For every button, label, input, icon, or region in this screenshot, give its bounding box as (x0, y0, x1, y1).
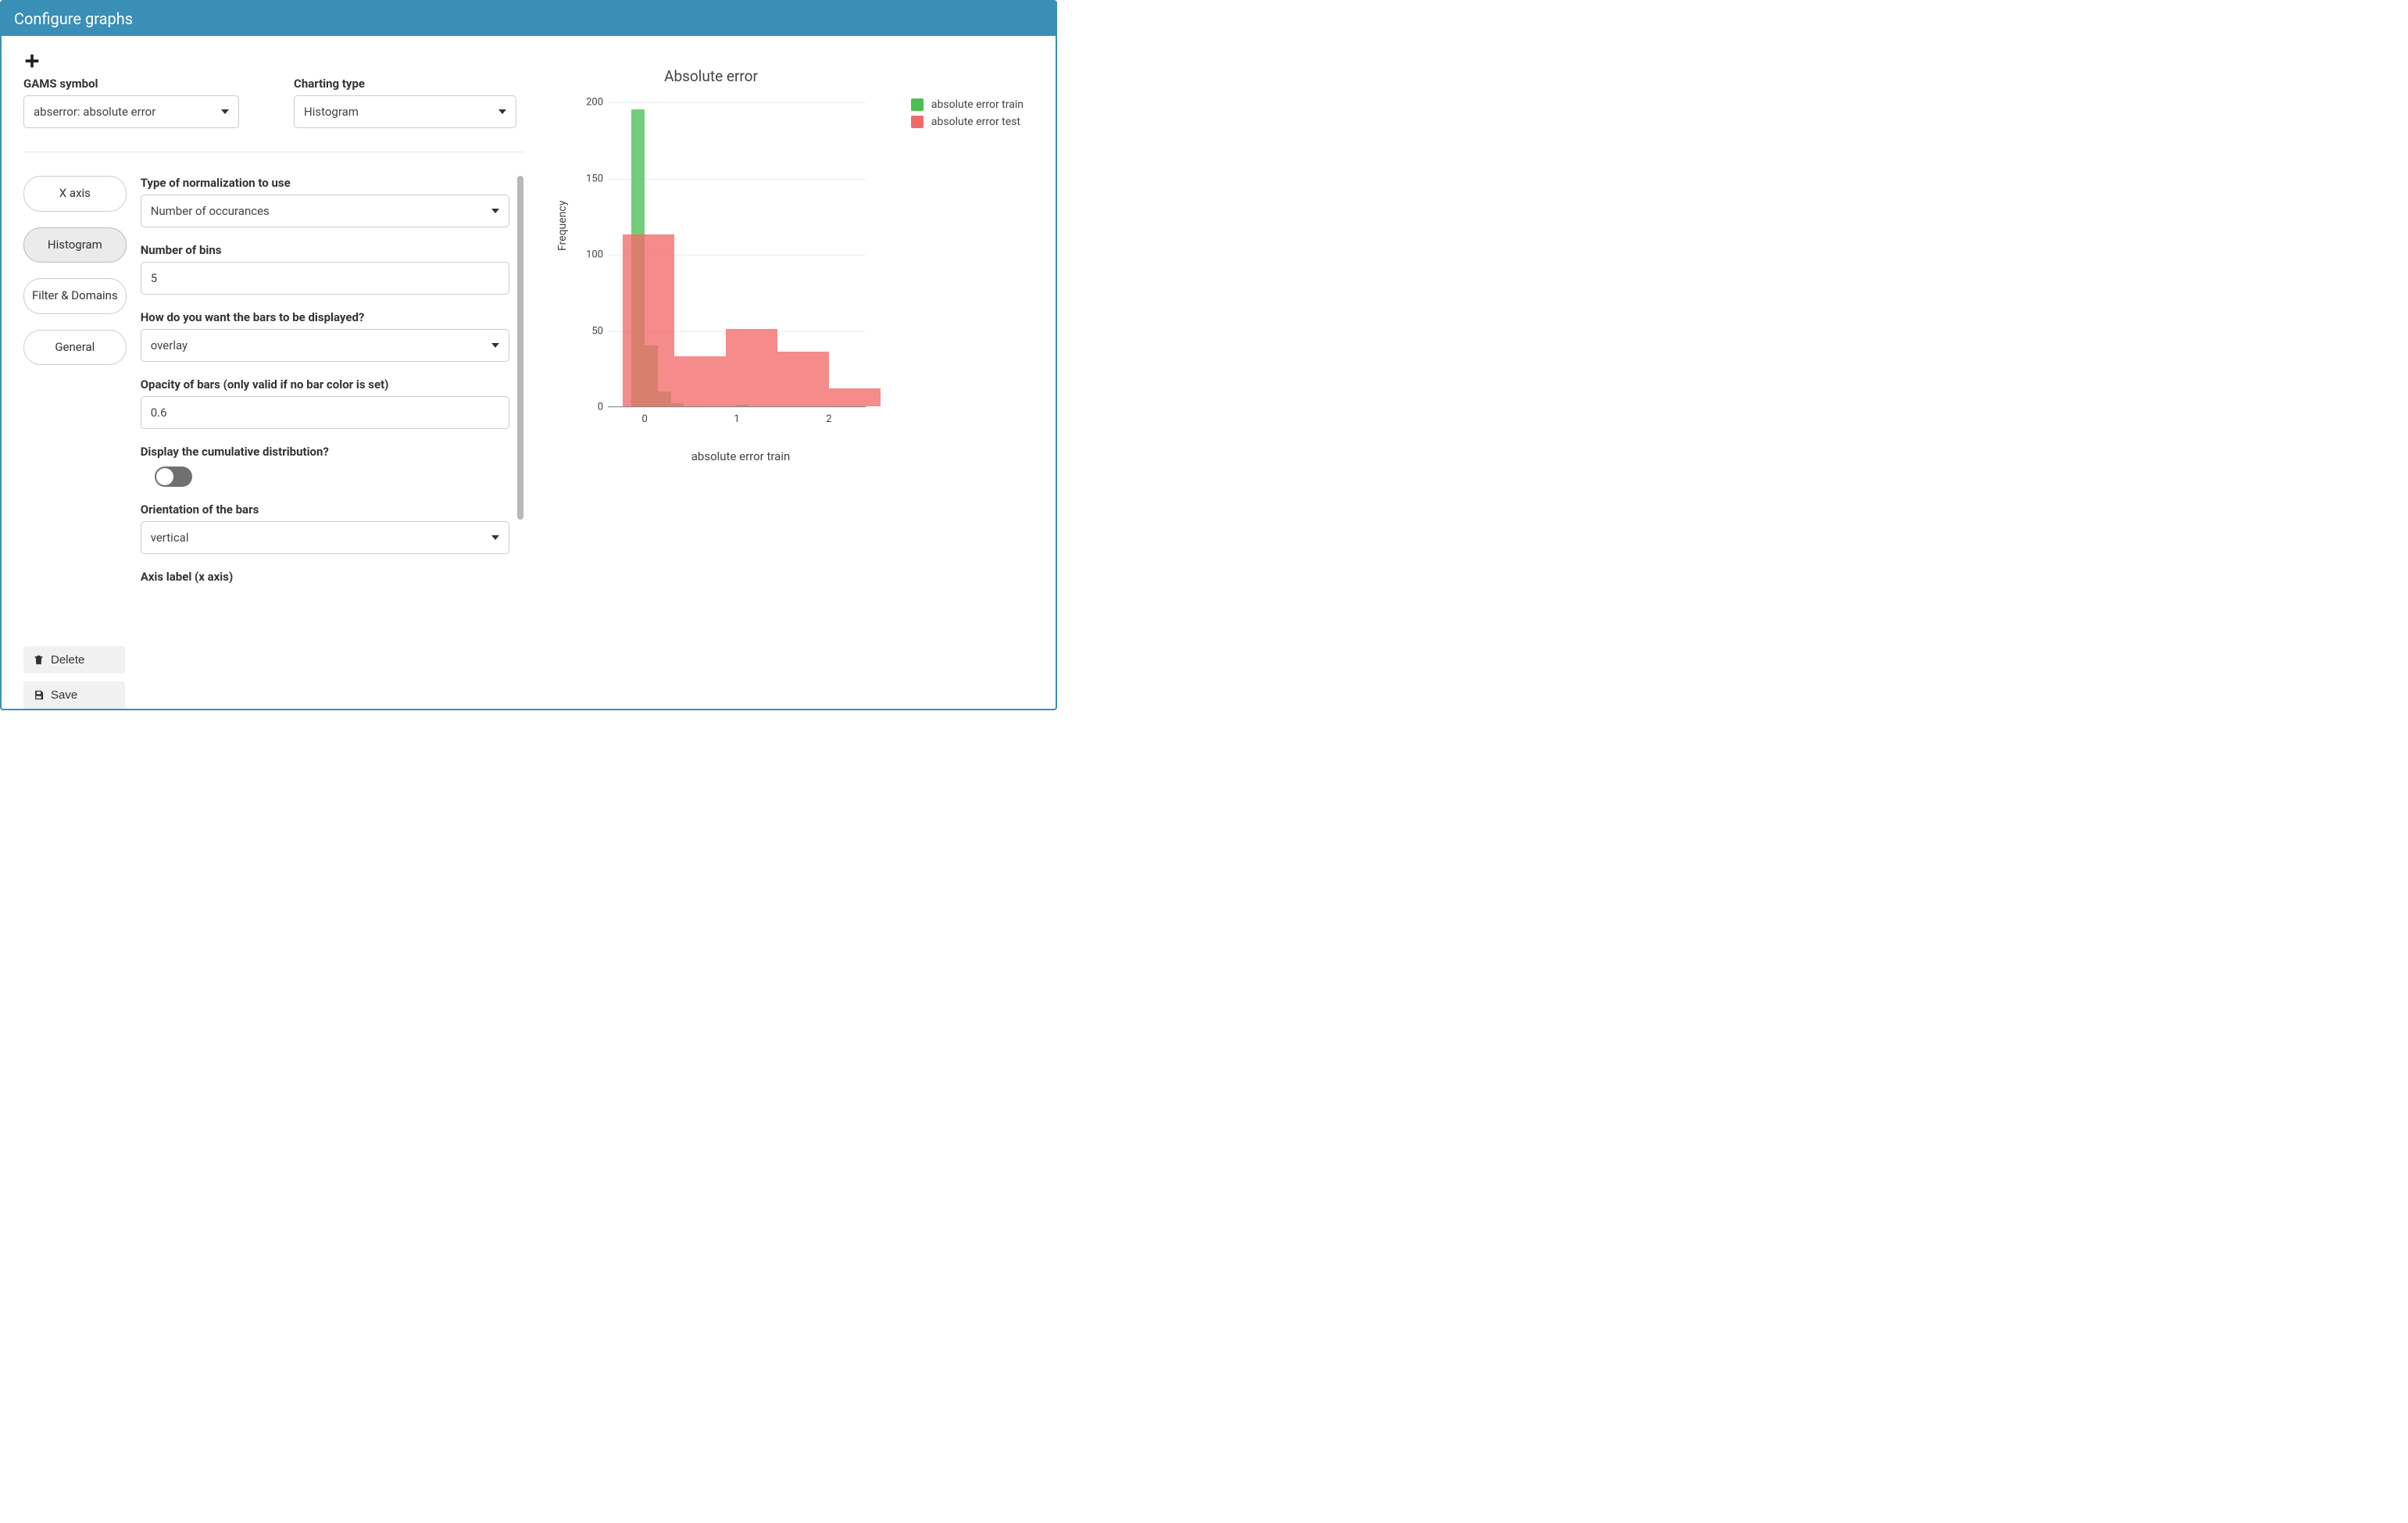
chart-bar (623, 234, 674, 406)
tab-filter-domains[interactable]: Filter & Domains (23, 278, 127, 314)
gams-symbol-value: abserror: absolute error (34, 105, 155, 119)
chart-ytick: 200 (577, 97, 603, 109)
chart-xtick: 2 (826, 413, 831, 425)
chart-bar (777, 352, 829, 406)
chart-plot-area: 050100150200012 (608, 102, 866, 407)
add-graph-button[interactable] (23, 52, 47, 73)
orientation-label: Orientation of the bars (141, 502, 509, 517)
charting-type-value: Histogram (304, 105, 359, 119)
chevron-down-icon (491, 209, 499, 213)
chart-bar (674, 356, 726, 406)
normalization-select[interactable]: Number of occurances (141, 195, 509, 227)
display-mode-select[interactable]: overlay (141, 329, 509, 362)
tab-general[interactable]: General (23, 330, 127, 366)
normalization-value: Number of occurances (151, 204, 270, 218)
normalization-label: Type of normalization to use (141, 176, 509, 190)
chart-ytick: 50 (577, 325, 603, 337)
tab-histogram[interactable]: Histogram (23, 227, 127, 263)
gams-symbol-select[interactable]: abserror: absolute error (23, 95, 239, 128)
cumulative-label: Display the cumulative distribution? (141, 445, 509, 459)
opacity-label: Opacity of bars (only valid if no bar co… (141, 377, 509, 391)
chart-ytick: 150 (577, 173, 603, 184)
form-scrollbar[interactable] (517, 176, 523, 520)
tab-x-axis[interactable]: X axis (23, 176, 127, 212)
gams-symbol-label: GAMS symbol (23, 77, 239, 91)
chart-xlabel: absolute error train (577, 449, 905, 463)
delete-button[interactable]: Delete (23, 646, 125, 674)
legend-label: absolute error test (931, 116, 1020, 128)
bins-label: Number of bins (141, 243, 509, 257)
chart-bar (829, 388, 881, 406)
legend-swatch-train (911, 98, 924, 111)
chevron-down-icon (491, 535, 499, 540)
legend-item: absolute error test (911, 116, 1024, 128)
chart-xtick: 1 (734, 413, 739, 425)
legend-label: absolute error train (931, 98, 1024, 111)
save-icon (33, 689, 45, 701)
save-button-label: Save (51, 688, 77, 702)
histogram-chart: Absolute error absolute error train abso… (539, 67, 1024, 463)
legend-item: absolute error train (911, 98, 1024, 111)
window-title: Configure graphs (2, 2, 1056, 36)
toggle-knob (156, 468, 173, 485)
chevron-down-icon (498, 109, 506, 114)
legend-swatch-test (911, 116, 924, 128)
charting-type-label: Charting type (294, 77, 516, 91)
orientation-value: vertical (151, 531, 189, 545)
chart-ylabel: Frequency (556, 201, 569, 251)
chart-bar (726, 329, 777, 406)
chart-title: Absolute error (539, 67, 1024, 85)
axis-label-x-label: Axis label (x axis) (141, 570, 509, 584)
chart-ytick: 100 (577, 249, 603, 261)
delete-button-label: Delete (51, 653, 84, 667)
configure-graphs-window: Configure graphs GAMS symbol abserror: a… (0, 0, 1057, 710)
plus-icon (23, 52, 41, 70)
save-button[interactable]: Save (23, 681, 125, 709)
charting-type-select[interactable]: Histogram (294, 95, 516, 128)
chart-xtick: 0 (641, 413, 647, 425)
chart-legend: absolute error train absolute error test (911, 98, 1024, 128)
settings-tabs: X axis Histogram Filter & Domains Genera… (23, 176, 127, 365)
opacity-value: 0.6 (151, 406, 167, 420)
cumulative-toggle[interactable] (155, 467, 192, 487)
chevron-down-icon (221, 109, 229, 114)
opacity-input[interactable]: 0.6 (141, 396, 509, 429)
chevron-down-icon (491, 343, 499, 348)
orientation-select[interactable]: vertical (141, 521, 509, 554)
trash-icon (33, 654, 45, 666)
bins-value: 5 (151, 271, 157, 285)
bins-input[interactable]: 5 (141, 262, 509, 295)
display-mode-value: overlay (151, 338, 188, 352)
chart-ytick: 0 (577, 402, 603, 413)
display-mode-label: How do you want the bars to be displayed… (141, 310, 509, 324)
